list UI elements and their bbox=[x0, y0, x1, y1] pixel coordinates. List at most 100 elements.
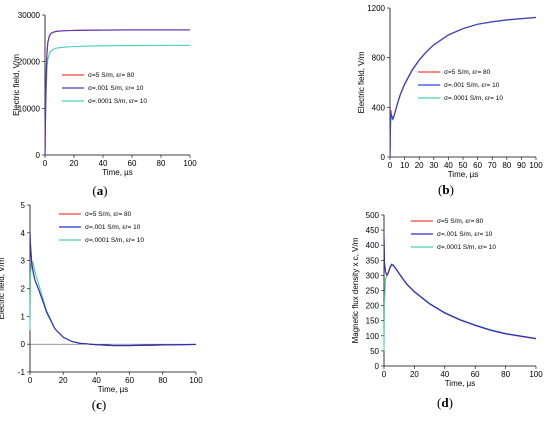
x-tick-label: 100 bbox=[189, 376, 203, 385]
x-tick-label: 40 bbox=[99, 159, 108, 168]
y-tick-label: 800 bbox=[372, 54, 386, 63]
legend-label-3: σ=.0001 S/m, εr= 10 bbox=[437, 244, 496, 251]
x-tick-label: 80 bbox=[157, 159, 166, 168]
x-tick-label: 100 bbox=[529, 161, 543, 170]
x-tick-label: 40 bbox=[92, 376, 101, 385]
x-tick-label: 70 bbox=[488, 161, 497, 170]
caption-open: ( bbox=[92, 183, 96, 198]
series-line-1 bbox=[383, 239, 537, 340]
y-axis-label: Electric field, V/m bbox=[0, 257, 6, 319]
caption-open: ( bbox=[437, 395, 441, 410]
caption-close: ) bbox=[103, 183, 107, 198]
x-tick-label: 80 bbox=[158, 376, 167, 385]
x-tick-label: 20 bbox=[59, 376, 68, 385]
legend-label-3: σ=.0001 S/m, εr= 10 bbox=[88, 98, 147, 105]
y-tick-label: 0 bbox=[21, 340, 26, 349]
legend-label-2: σ=.001 S/m, εr= 10 bbox=[88, 85, 144, 92]
y-tick-label: 2 bbox=[21, 285, 26, 294]
y-tick-label: 5 bbox=[21, 201, 26, 210]
y-tick-label: 500 bbox=[366, 211, 380, 220]
x-tick-label: 30 bbox=[429, 161, 438, 170]
y-tick-label: 400 bbox=[366, 241, 380, 250]
legend-label-1: σ=5 S/m, εr= 80 bbox=[88, 72, 135, 79]
legend-label-1: σ=5 S/m, εr= 80 bbox=[85, 211, 132, 218]
y-tick-label: 30000 bbox=[18, 11, 41, 20]
y-tick-label: 300 bbox=[366, 271, 380, 280]
caption-close: ) bbox=[450, 182, 454, 197]
x-tick-label: 100 bbox=[529, 370, 543, 379]
caption-letter: b bbox=[442, 182, 449, 197]
legend-label-3: σ=.0001 S/m, εr= 10 bbox=[85, 237, 144, 244]
x-tick-label: 0 bbox=[43, 159, 48, 168]
x-tick-label: 60 bbox=[473, 161, 482, 170]
x-tick-label: 40 bbox=[440, 370, 449, 379]
x-tick-label: 60 bbox=[125, 376, 134, 385]
series-line-2 bbox=[389, 16, 537, 158]
series-line-3 bbox=[44, 44, 191, 156]
legend-label-2: σ=.001 S/m, εr= 10 bbox=[444, 82, 500, 89]
y-tick-label: 0 bbox=[381, 153, 386, 162]
legend-label-1: σ=5 S/m, εr= 80 bbox=[437, 218, 484, 225]
chart-panel-a: 0 20 40 60 80 100 0 10000 20000 30000 Time, µs Elec… bbox=[12, 11, 197, 198]
panel-caption: (d) bbox=[437, 395, 453, 410]
caption-close: ) bbox=[449, 395, 453, 410]
x-tick-label: 10 bbox=[400, 161, 409, 170]
x-tick-label: 60 bbox=[128, 159, 137, 168]
y-tick-label: 1 bbox=[21, 312, 26, 321]
legend-label-2: σ=.001 S/m, εr= 10 bbox=[85, 224, 141, 231]
x-axis-label: Time, µs bbox=[98, 385, 129, 394]
caption-close: ) bbox=[102, 397, 106, 412]
panel-caption: (c) bbox=[92, 397, 106, 412]
caption-letter: d bbox=[441, 395, 449, 410]
x-axis-label: Time, µs bbox=[448, 170, 479, 179]
x-tick-label: 60 bbox=[471, 370, 480, 379]
caption-open: ( bbox=[438, 182, 442, 197]
legend-label-2: σ=.001 S/m, εr= 10 bbox=[437, 231, 493, 238]
x-tick-label: 100 bbox=[183, 159, 197, 168]
chart-panel-b: 0 10 20 30 40 50 60 70 80 90 100 0 400 800 1200 Time, µ… bbox=[357, 4, 543, 197]
series-line-2 bbox=[44, 29, 190, 156]
y-tick-label: 450 bbox=[366, 226, 380, 235]
y-axis-label: Electric field, V/m bbox=[357, 51, 366, 113]
x-tick-label: 20 bbox=[410, 370, 419, 379]
x-tick-label: 80 bbox=[501, 370, 510, 379]
y-tick-label: 150 bbox=[366, 317, 380, 326]
series-line-1 bbox=[44, 29, 190, 156]
panel-caption: (a) bbox=[92, 183, 107, 198]
y-axis-label: Magnetic flux density x c, V/m bbox=[351, 237, 360, 343]
y-tick-label: 0 bbox=[375, 362, 380, 371]
x-axis-label: Time, µs bbox=[445, 379, 476, 388]
series-line-3 bbox=[383, 263, 537, 351]
y-tick-label: 50 bbox=[370, 347, 379, 356]
y-tick-label: -1 bbox=[18, 368, 26, 377]
x-tick-label: 0 bbox=[28, 376, 33, 385]
y-tick-label: 0 bbox=[36, 151, 41, 160]
x-tick-label: 80 bbox=[502, 161, 511, 170]
y-tick-label: 100 bbox=[366, 332, 380, 341]
chart-panel-d: 0 20 40 60 80 100 0 50 100 150 200 250 300 350 400 450 5… bbox=[351, 211, 543, 410]
series-line-3 bbox=[29, 258, 197, 347]
y-tick-label: 20000 bbox=[18, 58, 41, 67]
caption-letter: a bbox=[97, 183, 104, 198]
y-tick-label: 1200 bbox=[367, 4, 385, 13]
x-tick-label: 0 bbox=[388, 161, 393, 170]
y-tick-label: 3 bbox=[21, 257, 26, 266]
y-tick-label: 10000 bbox=[18, 104, 41, 113]
y-axis-label: Electric field, V/m bbox=[12, 54, 21, 116]
x-tick-label: 20 bbox=[415, 161, 424, 170]
x-tick-label: 20 bbox=[70, 159, 79, 168]
y-tick-label: 350 bbox=[366, 256, 380, 265]
y-tick-label: 250 bbox=[366, 287, 380, 296]
y-tick-label: 200 bbox=[366, 302, 380, 311]
caption-open: ( bbox=[92, 397, 96, 412]
y-tick-label: 400 bbox=[372, 103, 386, 112]
legend-label-1: σ=5 S/m, εr= 80 bbox=[444, 69, 491, 76]
x-tick-label: 0 bbox=[382, 370, 387, 379]
legend-label-3: σ=.0001 S/m, εr= 10 bbox=[444, 95, 503, 102]
series-line-2 bbox=[29, 232, 197, 347]
caption-letter: c bbox=[96, 397, 102, 412]
series-line-2 bbox=[383, 236, 537, 340]
x-tick-label: 90 bbox=[517, 161, 526, 170]
